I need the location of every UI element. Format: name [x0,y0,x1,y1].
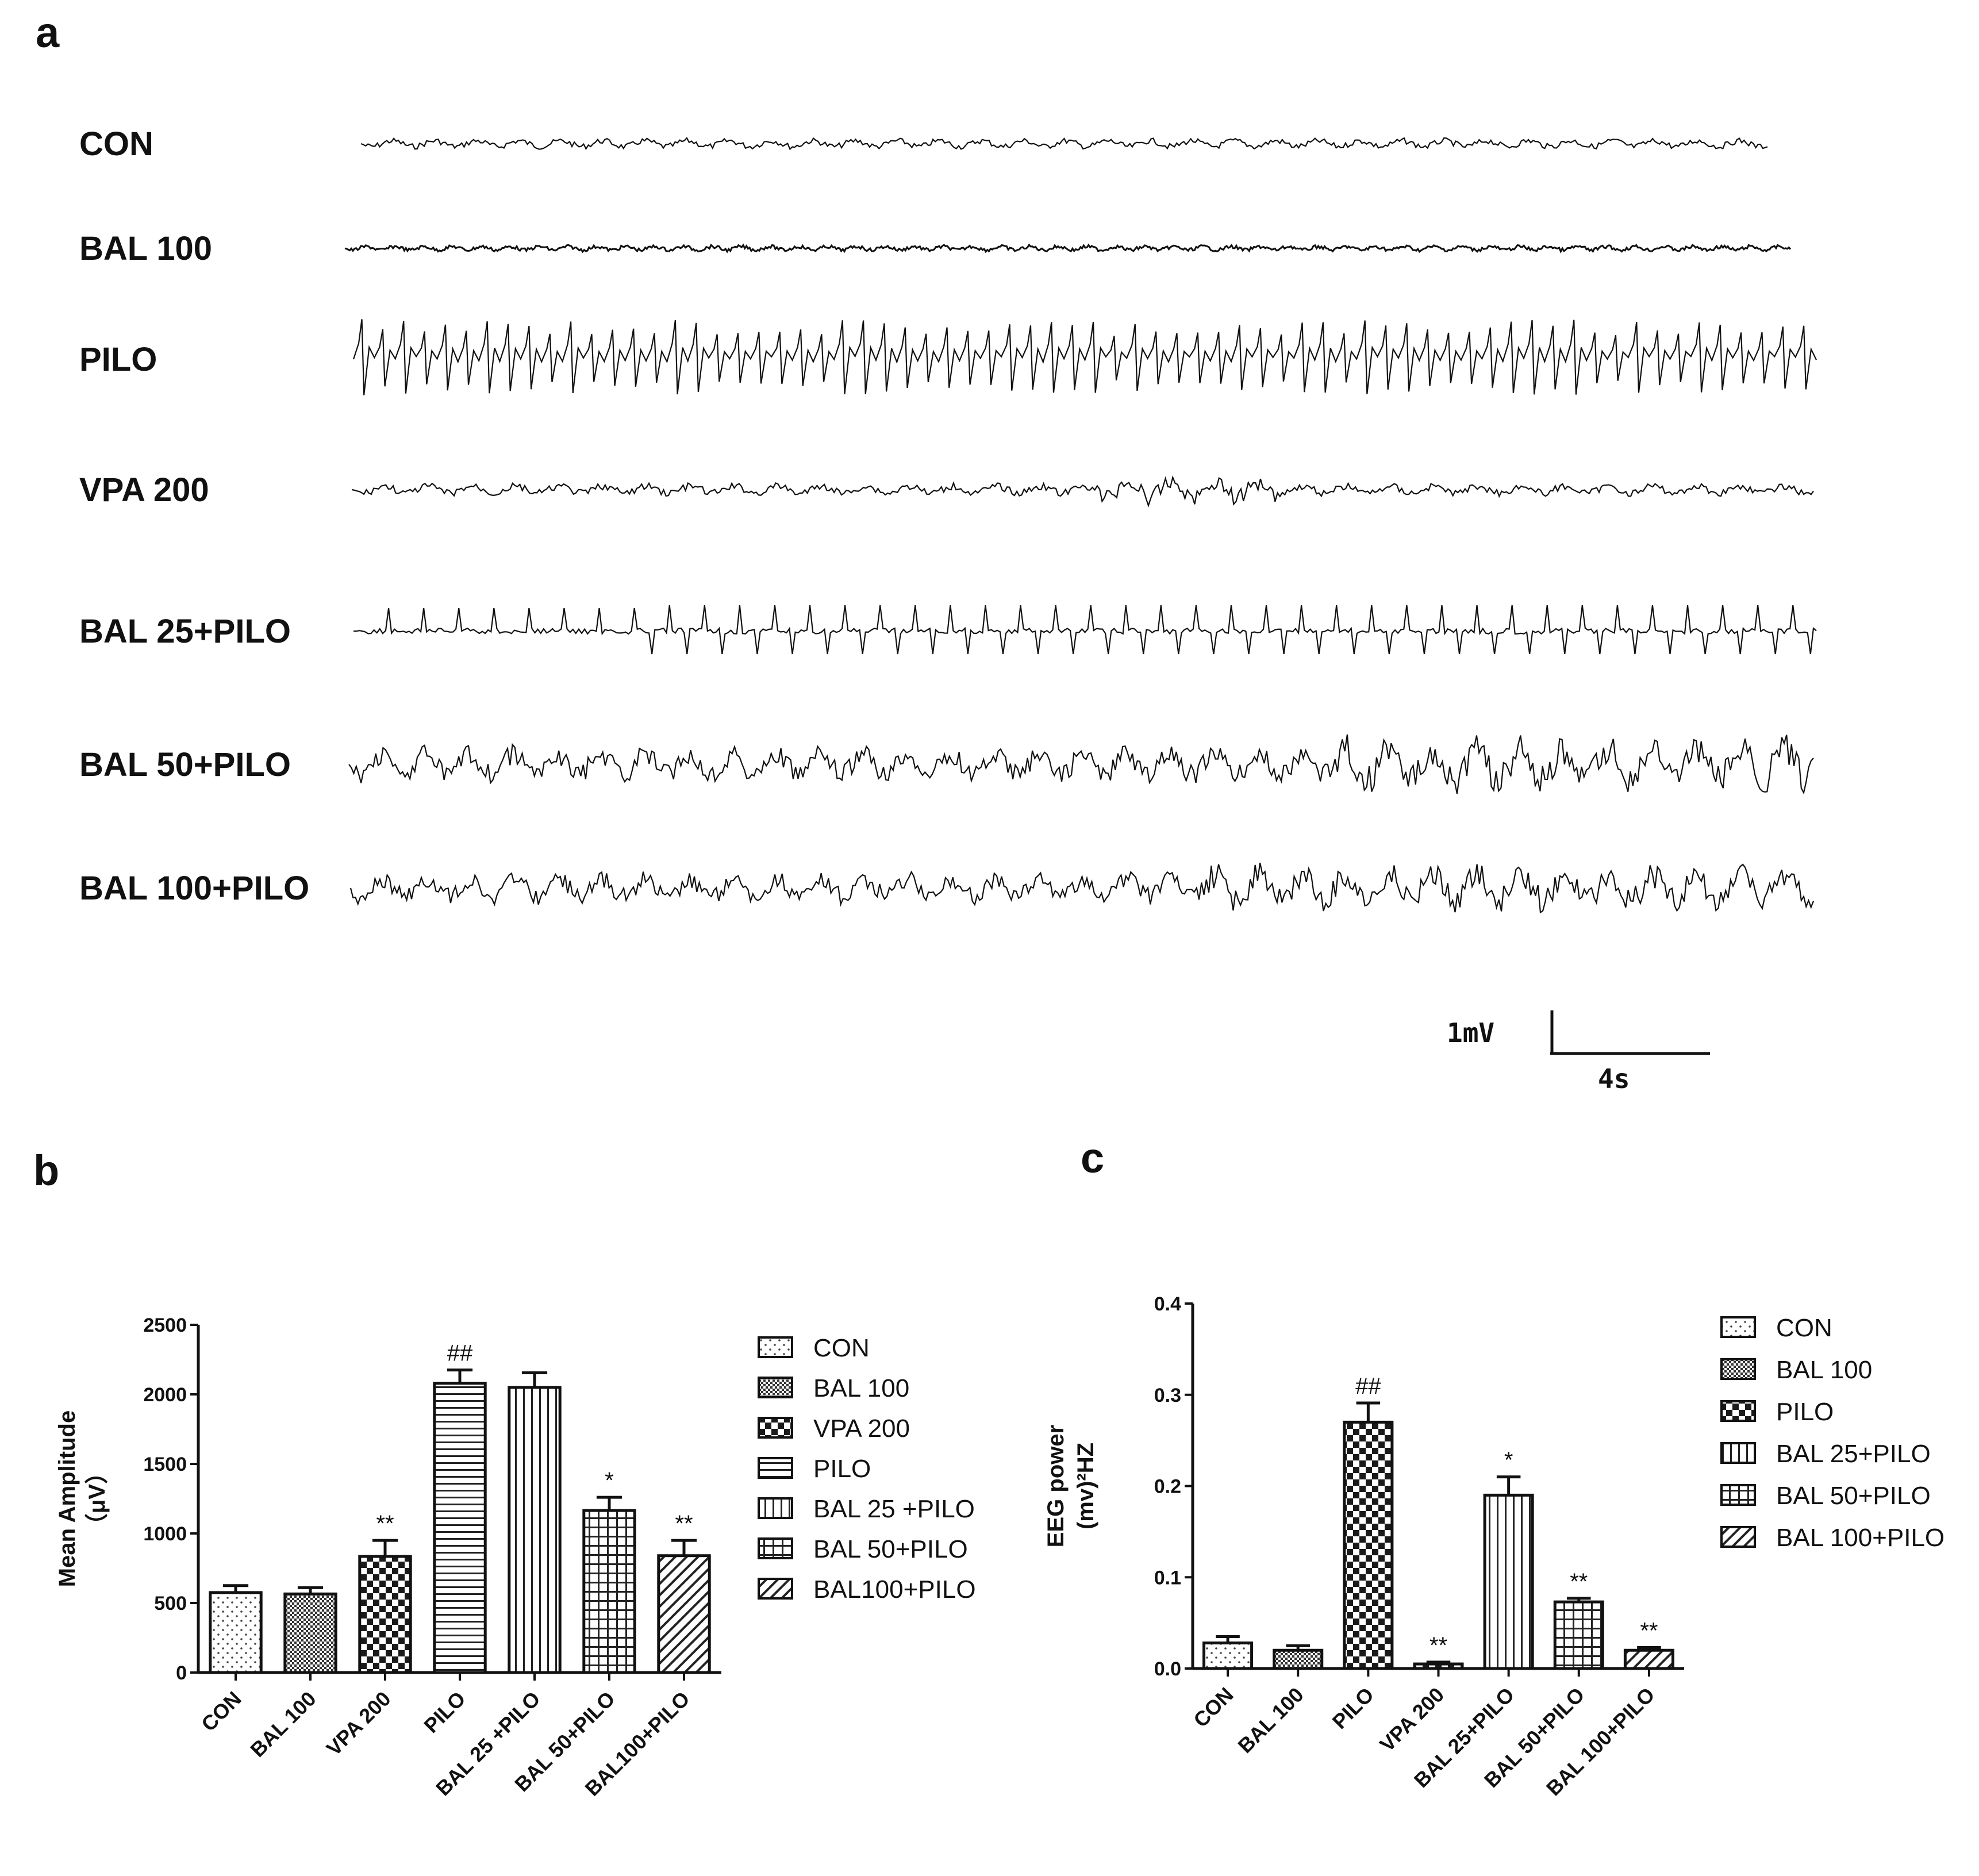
x-tick-label: PILO [419,1687,470,1737]
y-tick-label: 0.1 [1154,1567,1181,1589]
eeg-trace-line [344,243,1792,254]
legend-swatch [758,1497,793,1519]
significance-label: ** [1570,1569,1588,1594]
x-tick-label: VPA 200 [322,1687,395,1760]
legend-label: CON [1776,1314,1832,1342]
chart-b-mean-amplitude: 0 500 1000 1500 2000 2500 Mean Amplitude （μV） CO… [55,1314,976,1801]
legend-label: BAL 25+PILO [1776,1440,1931,1468]
eeg-trace-line [353,605,1817,655]
bar [508,1386,562,1674]
eeg-trace-line [352,319,1817,395]
legend-swatch [758,1578,793,1600]
x-tick-label: BAL 100 [245,1687,320,1762]
eeg-trace-line [349,862,1815,914]
eeg-trace-line [348,734,1814,795]
legend-swatch [1720,1442,1756,1464]
legend-label: PILO [1776,1398,1834,1426]
trace-label: PILO [79,341,157,378]
significance-label: ** [1640,1618,1658,1643]
legend-label: BAL 100 [813,1374,909,1402]
significance-label: ** [376,1511,394,1536]
bar [582,1509,636,1674]
y-tick-label: 0.4 [1154,1293,1181,1315]
scale-bar: 1mV 4s [1447,1010,1710,1094]
bar [433,1382,487,1674]
y-tick-label: 2500 [143,1314,187,1336]
legend-swatch [758,1537,793,1559]
legend-swatch [1720,1526,1756,1548]
legend-swatch [758,1336,793,1358]
trace-label: BAL 100 [79,230,212,267]
eeg-trace-line [351,475,1814,508]
bar [1413,1662,1464,1670]
legend-swatch [758,1377,793,1398]
panel-a-letter: a [36,9,60,56]
y-tick-label: 500 [154,1593,187,1614]
significance-label: ## [1355,1374,1381,1399]
x-tick-label: CON [197,1687,246,1736]
x-tick-label: VPA 200 [1375,1683,1448,1756]
legend-label: VPA 200 [813,1414,910,1443]
y-tick-label: 2000 [143,1384,187,1406]
eeg-trace-line [360,137,1768,151]
bar [1202,1641,1254,1670]
y-axis-title: EEG power [1043,1425,1069,1547]
scale-bar-voltage-label: 1mV [1447,1017,1494,1048]
trace-label: BAL 25+PILO [79,613,291,650]
y-axis-unit: (mv)²HZ [1073,1443,1098,1529]
legend-label: BAL 100+PILO [1776,1524,1945,1552]
bar [1273,1648,1324,1670]
significance-label: * [605,1468,614,1493]
legend-label: PILO [813,1455,871,1483]
trace-label: CON [79,125,153,163]
legend-swatch [1720,1484,1756,1506]
bar [1623,1648,1674,1670]
legend-label: CON [813,1334,870,1362]
eeg-traces: CON BAL 100 PILO VPA 200 BAL 25+PILO BAL 50+P… [79,125,1817,914]
legend-label: BAL 25 +PILO [813,1495,975,1523]
x-tick-label: BAL 100 [1233,1683,1308,1758]
bar [1343,1420,1394,1670]
bar [209,1591,263,1674]
y-tick-label: 0.3 [1154,1385,1181,1406]
legend-swatch [758,1417,793,1439]
legend-label: BAL 50+PILO [1776,1482,1931,1510]
legend-label: BAL100+PILO [813,1575,976,1604]
y-tick-label: 0 [176,1662,187,1684]
trace-label: BAL 100+PILO [79,870,309,907]
trace-label: VPA 200 [79,471,209,509]
y-tick-label: 0.2 [1154,1476,1181,1498]
legend-label: BAL 100 [1776,1356,1872,1384]
significance-label: ** [675,1511,693,1536]
legend-swatch [1720,1358,1756,1380]
y-tick-label: 0.0 [1154,1658,1181,1680]
bar [283,1592,337,1674]
significance-label: * [1504,1448,1513,1473]
legend-swatch [1720,1316,1756,1338]
y-axis-title: Mean Amplitude [55,1410,80,1587]
y-tick-label: 1000 [143,1523,187,1545]
significance-label: ## [447,1341,473,1366]
significance-label: ** [1430,1633,1447,1658]
bar [1483,1493,1534,1670]
y-axis-unit: （μV） [84,1461,110,1536]
x-tick-label: CON [1189,1683,1238,1732]
panel-c-letter: c [1081,1134,1104,1182]
trace-label: BAL 50+PILO [79,746,291,783]
y-tick-label: 1500 [143,1454,187,1475]
bar [657,1554,711,1674]
x-tick-label: PILO [1328,1683,1378,1733]
bar [358,1555,412,1674]
bar [1553,1600,1604,1670]
scale-bar-time-label: 4s [1598,1063,1630,1094]
legend-label: BAL 50+PILO [813,1535,968,1563]
legend-swatch [758,1457,793,1479]
legend-swatch [1720,1400,1756,1422]
panel-b-letter: b [33,1147,59,1194]
